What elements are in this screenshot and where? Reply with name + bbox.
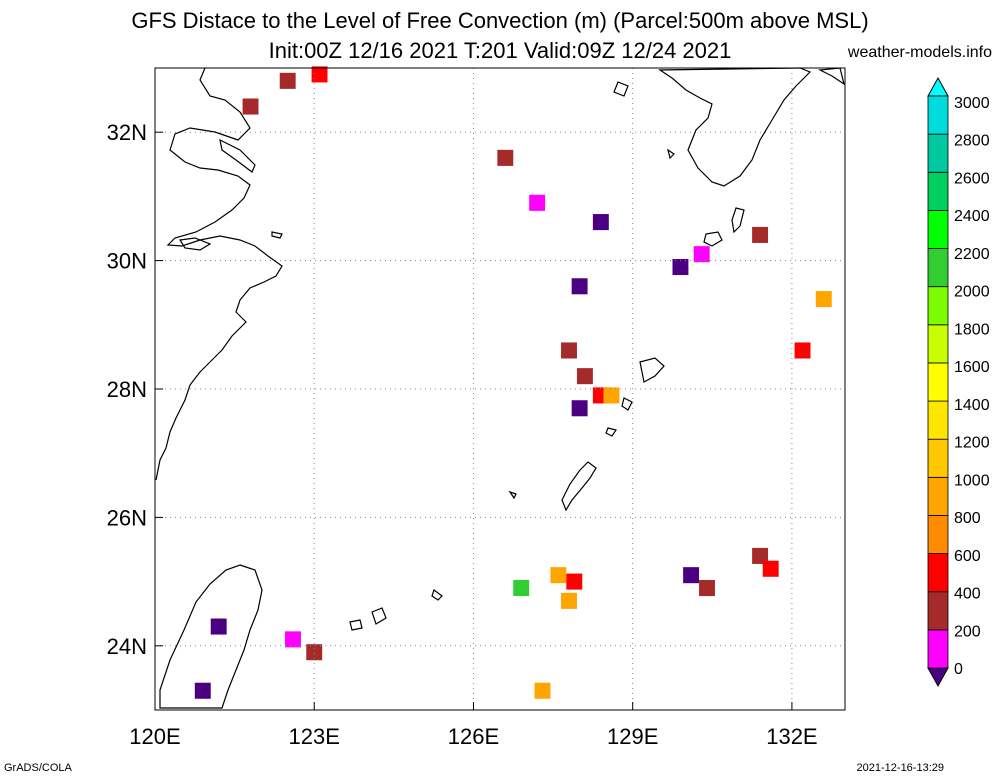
lfc-field [194,66,832,699]
colorbar-label: 2200 [954,246,990,263]
colorbar-segment [927,591,949,631]
colorbar-label: 1600 [954,359,990,376]
colorbar-label: 1400 [954,397,990,414]
colorbar-min-arrow [927,667,949,688]
lat-tick-label: 26N [107,505,147,530]
colorbar-segment [927,515,949,555]
lfc-cell [306,644,323,661]
coastline [155,67,845,709]
colorbar-max-arrow [927,76,949,97]
axes: 120E 123E 126E 129E 132E 24N 26N 28N 30N 32N [107,120,818,749]
lat-tick-label: 24N [107,634,147,659]
lfc-cell [603,387,620,404]
colorbar-label: 3000 [954,95,990,112]
site-credit: weather-models.info [847,44,992,61]
colorbar-segment [927,476,949,516]
lfc-cell [592,214,609,231]
map-title: GFS Distace to the Level of Free Convect… [131,8,869,33]
lfc-cell [513,579,530,597]
colorbar-segment [927,629,949,669]
lfc-cell [534,682,551,699]
colorbar-segment [927,324,949,364]
map-subtitle: Init:00Z 12/16 2021 T:201 Valid:09Z 12/2… [268,38,732,63]
colorbar-segment [927,209,949,249]
lfc-cell [529,194,546,211]
lat-tick-label: 30N [107,249,147,274]
colorbar-label: 800 [954,510,981,527]
lfc-cell [571,400,588,417]
lfc-cell [194,682,211,699]
colorbar-segment [927,362,949,402]
colorbar-segment [927,286,949,326]
lon-tick-label: 126E [448,724,499,749]
colorbar-segment [927,438,949,478]
lfc-cell [561,592,577,609]
lfc-cell [672,258,689,276]
lfc-cell [285,631,301,648]
lfc-cell [279,72,296,89]
lat-tick-label: 32N [107,120,147,145]
colorbar-label: 1000 [954,472,990,489]
lfc-cell [497,149,514,166]
lon-tick-label: 129E [607,724,658,749]
colorbar-label: 2800 [954,133,990,150]
colorbar-segment [927,95,949,135]
colorbar-label: 200 [954,623,981,640]
colorbar-label: 400 [954,586,981,603]
lfc-cell [566,573,583,590]
colorbar-label: 0 [954,661,963,678]
colorbar-segment [927,248,949,288]
colorbar-label: 2000 [954,284,990,301]
lfc-cell [561,342,577,359]
colorbar-segment [927,171,949,211]
colorbar-segment [927,400,949,440]
lfc-cell [550,567,567,584]
lfc-cell [210,618,227,635]
lfc-cell [794,342,811,359]
colorbar-label: 1800 [954,321,990,338]
render-timestamp: 2021-12-16-13:29 [856,762,944,774]
software-credit: GrADS/COLA [4,762,72,774]
lfc-cell [699,579,715,597]
lfc-cell [311,66,328,83]
lat-tick-label: 28N [107,377,147,402]
lfc-cell [752,226,769,243]
lon-tick-label: 132E [766,724,817,749]
lfc-cell [693,246,710,263]
lfc-cell [571,278,588,295]
lfc-cell [762,560,779,577]
lfc-cell [242,98,259,115]
colorbar-label: 2600 [954,170,990,187]
lfc-cell [815,291,832,308]
colorbar-label: 600 [954,548,981,565]
lfc-cell [683,567,700,584]
lfc-cell [752,547,769,564]
lfc-cell [576,368,593,385]
colorbar-label: 2400 [954,208,990,225]
colorbar: 0 200 400 600 800 1000 1200 1400 1600 1800 2000 220… [927,76,990,688]
colorbar-segment [927,133,949,173]
colorbar-label: 1200 [954,435,990,452]
lon-tick-label: 120E [129,724,180,749]
lon-tick-label: 123E [289,724,340,749]
colorbar-segment [927,553,949,593]
